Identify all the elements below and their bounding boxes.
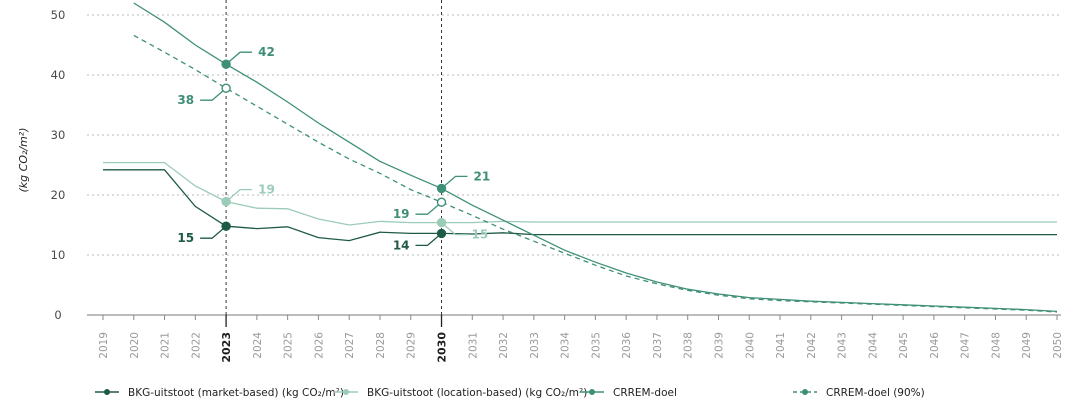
data-point-marker [222,60,230,68]
x-tick-label: 2026 [313,332,325,359]
series-line-1 [103,163,1057,225]
x-tick-label: 2040 [744,332,756,359]
x-tick-label: 2037 [652,332,664,359]
x-tick-label: 2029 [406,332,418,359]
series-line-3 [134,35,1057,312]
legend-marker-2 [589,389,595,395]
data-label: 19 [393,207,410,221]
y-tick-label: 0 [54,308,61,322]
data-point-marker [438,229,446,237]
series-line-0 [103,170,1057,241]
data-label: 21 [474,169,491,183]
x-tick-label: 2032 [498,332,510,359]
x-tick-label: 2033 [529,332,541,359]
legend-label-2: CRREM-doel [613,387,677,399]
x-tick-label: 2041 [775,332,787,359]
x-tick-label: 2047 [960,332,972,359]
legend-marker-3 [802,389,808,395]
legend-marker-1 [343,389,349,395]
data-label: 19 [258,183,275,197]
x-tick-label: 2020 [129,332,141,359]
y-axis-label: (kg CO₂/m²) [17,127,30,192]
data-point-marker [438,219,446,227]
series-lines [103,3,1057,312]
data-label: 38 [177,93,194,107]
x-tick-label: 2021 [160,332,172,359]
x-tick-label: 2049 [1021,332,1033,359]
data-label: 15 [472,228,489,242]
x-tick-label: 2034 [560,332,572,359]
y-tick-label: 50 [51,8,66,22]
annotations: 42 38 19 15 21 19 14 15 [177,45,490,252]
legend-label-0: BKG-uitstoot (market-based) (kg CO₂/m²) [128,387,344,399]
data-label: 42 [258,45,275,59]
data-point-marker [438,198,446,206]
y-tick-label: 10 [51,248,66,262]
data-label: 14 [393,238,410,252]
x-tick-label: 2027 [344,332,356,359]
legend: BKG-uitstoot (market-based) (kg CO₂/m²) B… [95,387,925,399]
x-tick-label: 2019 [98,332,110,359]
y-axis-ticks: 0 10 20 30 40 50 [51,8,66,322]
y-tick-label: 30 [51,128,66,142]
legend-label-3: CRREM-doel (90%) [826,387,925,399]
x-tick-label: 2038 [683,332,695,359]
x-tick-label: 2028 [375,332,387,359]
x-tick-label: 2050 [1052,332,1064,359]
x-tick-label: 2031 [467,332,479,359]
x-axis: 2019 2020 2021 2022 2023 2024 2025 2026 2027 2028… [98,315,1064,363]
x-tick-label: 2023 [220,332,233,363]
legend-label-1: BKG-uitstoot (location-based) (kg CO₂/m²… [367,387,587,399]
gridlines [87,15,1061,315]
x-tick-label: 2048 [990,332,1002,359]
x-tick-label: 2024 [252,332,264,359]
x-tick-label: 2043 [837,332,849,359]
y-tick-label: 20 [51,188,66,202]
x-tick-label: 2036 [621,332,633,359]
legend-marker-0 [104,389,110,395]
x-tick-label: 2030 [436,332,449,363]
data-point-marker [222,84,230,92]
x-tick-label: 2039 [713,332,725,359]
x-tick-label: 2042 [806,332,818,359]
x-tick-label: 2045 [898,332,910,359]
x-tick-label: 2035 [590,332,602,359]
x-tick-label: 2022 [190,332,202,359]
x-tick-label: 2046 [929,332,941,359]
data-point-marker [438,184,446,192]
data-point-marker [222,198,230,206]
x-tick-label: 2044 [867,332,879,359]
x-tick-label: 2025 [283,332,295,359]
data-point-marker [222,222,230,230]
data-label: 15 [177,231,194,245]
y-tick-label: 40 [51,68,66,82]
